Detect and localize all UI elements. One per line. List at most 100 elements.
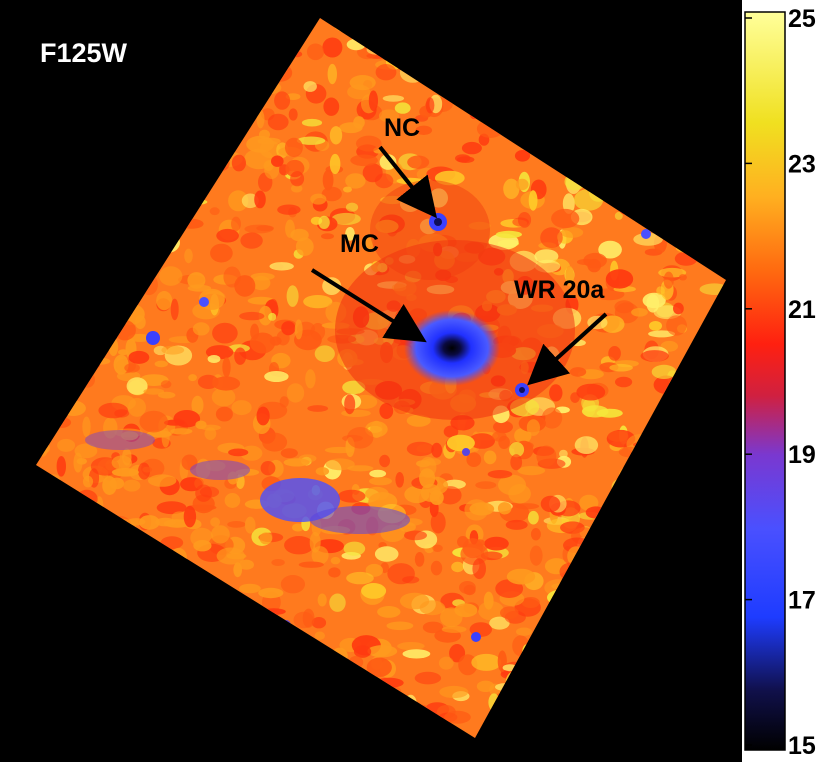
texture-blob [322, 169, 334, 191]
texture-blob [414, 552, 425, 567]
texture-blob [305, 369, 316, 389]
texture-blob [309, 531, 321, 553]
main-cluster [404, 310, 500, 386]
texture-blob [306, 43, 325, 61]
texture-blob [224, 493, 241, 508]
texture-blob [315, 467, 330, 476]
texture-blob [379, 454, 390, 468]
texture-blob [425, 97, 435, 114]
texture-blob [317, 593, 327, 607]
texture-blob [123, 479, 141, 492]
texture-blob [227, 521, 246, 528]
texture-blob [368, 90, 378, 111]
texture-blob [298, 561, 324, 568]
texture-blob [374, 173, 394, 189]
colorbar: 25 23 21 19 17 15 [744, 5, 816, 760]
texture-blob [370, 420, 383, 438]
texture-blob [497, 502, 512, 515]
mc-arrow [310, 268, 427, 343]
filter-label: F125W [40, 38, 128, 68]
texture-blob [640, 350, 669, 362]
texture-blob [528, 190, 538, 211]
texture-blob [254, 190, 266, 209]
texture-blob [158, 391, 176, 399]
texture-blob [264, 371, 289, 382]
texture-blob [455, 154, 471, 163]
texture-blob [446, 434, 475, 452]
texture-blob [369, 477, 392, 486]
texture-blob [57, 438, 76, 452]
texture-blob [314, 631, 325, 640]
texture-blob [478, 601, 504, 621]
texture-blob [307, 405, 329, 412]
texture-blob [259, 532, 273, 545]
wr20a-label: WR 20a [514, 276, 605, 304]
texture-blob [505, 519, 528, 530]
texture-blob [170, 428, 193, 435]
texture-blob [551, 208, 580, 229]
texture-blob [321, 233, 334, 240]
texture-blob [633, 232, 663, 246]
texture-blob [466, 452, 482, 468]
texture-blob [362, 235, 374, 252]
texture-blob [510, 454, 523, 471]
texture-blob [286, 383, 305, 403]
texture-blob [268, 312, 277, 321]
nc-label: NC [384, 114, 420, 142]
texture-blob [184, 248, 193, 264]
texture-blob [139, 410, 168, 433]
texture-blob [82, 416, 91, 438]
texture-blob [508, 484, 531, 504]
texture-blob [514, 150, 531, 162]
texture-blob [284, 137, 303, 157]
texture-blob [673, 302, 684, 315]
texture-blob [327, 63, 337, 85]
texture-blob [143, 388, 165, 395]
texture-blob [656, 286, 665, 296]
texture-blob [156, 291, 173, 311]
texture-blob [301, 118, 323, 127]
colorbar-tick-label: 25 [788, 5, 816, 33]
texture-blob [471, 653, 502, 671]
texture-blob [475, 481, 497, 489]
texture-blob [322, 37, 343, 58]
texture-blob [493, 420, 513, 434]
texture-blob [517, 466, 546, 476]
texture-blob [303, 295, 333, 309]
texture-blob [438, 656, 454, 670]
texture-blob [228, 448, 249, 457]
texture-blob [258, 305, 273, 326]
texture-blob [161, 427, 170, 448]
texture-blob [134, 315, 146, 330]
texture-blob [160, 380, 172, 389]
texture-blob [239, 311, 265, 321]
texture-blob [228, 190, 249, 212]
texture-blob [614, 211, 623, 220]
texture-blob [280, 575, 305, 594]
texture-blob [374, 546, 399, 562]
texture-blob [569, 367, 587, 377]
texture-blob [406, 414, 431, 427]
texture-blob [605, 269, 634, 289]
texture-blob [394, 102, 411, 114]
texture-blob [420, 483, 441, 502]
texture-blob [267, 113, 289, 131]
texture-blob [534, 249, 559, 264]
texture-blob [498, 435, 510, 449]
texture-blob [514, 427, 532, 444]
texture-blob [515, 178, 529, 191]
texture-blob [258, 587, 284, 599]
texture-blob [345, 173, 366, 189]
texture-blob [379, 154, 397, 170]
texture-blob [279, 396, 289, 408]
texture-blob [345, 227, 355, 241]
texture-blob [154, 360, 168, 368]
texture-blob [517, 212, 532, 228]
texture-blob [678, 274, 687, 281]
texture-blob [284, 536, 314, 555]
texture-blob [256, 225, 274, 232]
texture-blob [648, 330, 676, 338]
texture-blob [540, 495, 561, 513]
colorbar-tick-label: 21 [788, 296, 816, 324]
